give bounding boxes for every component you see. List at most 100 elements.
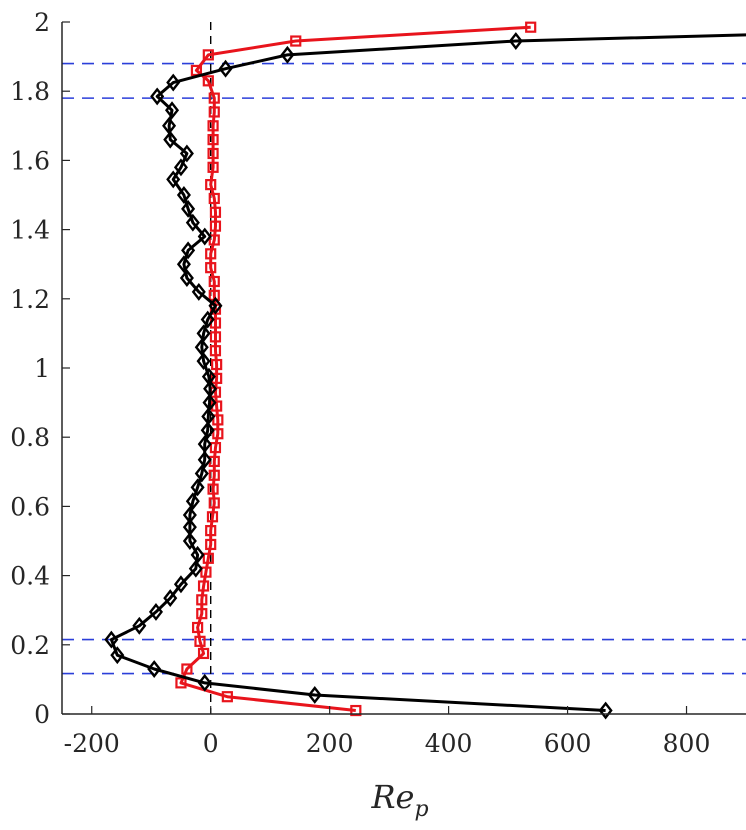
diamond-marker xyxy=(163,589,178,608)
diamond-marker xyxy=(190,545,205,564)
axes xyxy=(61,21,746,715)
square-marker xyxy=(207,483,219,495)
diamond-marker xyxy=(110,646,125,665)
square-marker xyxy=(206,511,219,523)
diamond-marker xyxy=(201,407,216,426)
diamond-marker xyxy=(176,186,191,204)
square-marker xyxy=(194,635,206,647)
diamond-marker xyxy=(197,227,212,246)
square-marker xyxy=(208,192,220,205)
square-marker xyxy=(209,345,222,357)
square-marker xyxy=(202,49,214,61)
series-line xyxy=(179,25,531,712)
diamond-marker xyxy=(166,170,181,189)
diamond-marker xyxy=(179,144,194,163)
square-marker xyxy=(350,704,362,717)
diamond-marker xyxy=(181,199,196,218)
diamond-marker xyxy=(182,518,197,537)
square-marker xyxy=(211,358,223,371)
square-marker xyxy=(209,220,222,232)
square-marker xyxy=(181,663,193,675)
diamond-marker xyxy=(176,255,191,274)
diamond-marker xyxy=(194,338,209,357)
square-marker xyxy=(290,35,302,47)
x-axis-label-subscript: p xyxy=(414,797,428,822)
diamond-marker xyxy=(104,630,119,649)
y-tick-label: 0.6 xyxy=(10,492,50,521)
square-marker xyxy=(207,147,219,160)
diamond-marker xyxy=(280,45,295,64)
square-marker xyxy=(212,428,224,440)
diamond-marker xyxy=(190,478,205,497)
diamond-marker xyxy=(185,213,200,232)
diamond-marker xyxy=(197,450,212,469)
diamond-marker xyxy=(179,269,194,287)
square-marker xyxy=(192,621,204,634)
x-axis-label-main: Re xyxy=(370,778,414,816)
square-marker xyxy=(209,331,222,343)
y-tick-label: 1.2 xyxy=(10,285,50,314)
square-marker xyxy=(208,106,220,118)
reference-lines xyxy=(62,22,746,714)
square-marker xyxy=(202,552,214,564)
square-marker xyxy=(196,594,208,606)
x-tick-label: 0 xyxy=(203,729,219,758)
y-tick-labels: 0 0.2 0.4 0.6 0.8 1 1.2 1.4 1.6 1.8 2 xyxy=(10,8,50,729)
y-tick-label: 0.4 xyxy=(10,562,50,591)
diamond-marker xyxy=(166,73,181,92)
diamond-marker xyxy=(147,660,162,678)
series-square xyxy=(175,21,537,717)
diamond-marker xyxy=(200,421,215,440)
square-marker xyxy=(208,469,220,481)
x-tick-label: 800 xyxy=(663,729,711,758)
diamond-marker xyxy=(185,492,200,511)
x-tick-label: 600 xyxy=(544,729,592,758)
square-marker xyxy=(207,120,219,132)
diamond-marker xyxy=(188,559,203,578)
x-tick-labels: -200 0 200 400 600 800 xyxy=(64,729,711,758)
y-tick-label: 1.8 xyxy=(10,77,50,106)
diamond-marker xyxy=(201,367,216,386)
diamond-marker xyxy=(307,686,322,704)
x-tick-label: 200 xyxy=(306,729,354,758)
diamond-marker xyxy=(197,435,212,454)
diamond-marker xyxy=(196,324,211,343)
diamond-marker xyxy=(200,310,215,329)
diamond-marker xyxy=(182,532,197,550)
series-diamond xyxy=(104,32,746,720)
diamond-marker xyxy=(150,87,165,106)
diamond-marker xyxy=(208,296,223,315)
square-marker xyxy=(209,441,222,454)
square-marker xyxy=(205,179,217,191)
diamond-marker xyxy=(162,116,177,135)
square-marker xyxy=(196,608,208,620)
diamond-marker xyxy=(508,32,523,50)
square-marker xyxy=(197,580,210,592)
y-tick-label: 1.4 xyxy=(10,216,50,245)
diamond-marker xyxy=(132,616,147,635)
x-tick-label: 400 xyxy=(425,729,473,758)
diamond-marker xyxy=(197,673,212,692)
plot-area xyxy=(104,21,746,720)
y-tick-label: 1 xyxy=(34,354,50,383)
square-marker xyxy=(205,525,217,537)
square-marker xyxy=(209,206,222,218)
diamond-marker xyxy=(196,352,211,371)
square-marker xyxy=(212,414,224,426)
x-axis-label: Rep xyxy=(370,778,428,822)
square-marker xyxy=(200,566,212,578)
square-marker xyxy=(221,691,233,703)
square-marker xyxy=(208,275,220,288)
square-marker xyxy=(205,248,217,260)
y-tick-label: 0.2 xyxy=(10,631,50,660)
diamond-marker xyxy=(203,379,218,398)
diamond-marker xyxy=(191,282,206,301)
diamond-marker xyxy=(194,464,209,483)
diamond-marker xyxy=(173,158,188,177)
diamond-marker xyxy=(182,506,197,524)
diamond-marker xyxy=(173,575,188,594)
y-tick-label: 0.8 xyxy=(10,423,50,452)
diamond-marker xyxy=(163,130,178,149)
square-marker xyxy=(208,92,220,104)
